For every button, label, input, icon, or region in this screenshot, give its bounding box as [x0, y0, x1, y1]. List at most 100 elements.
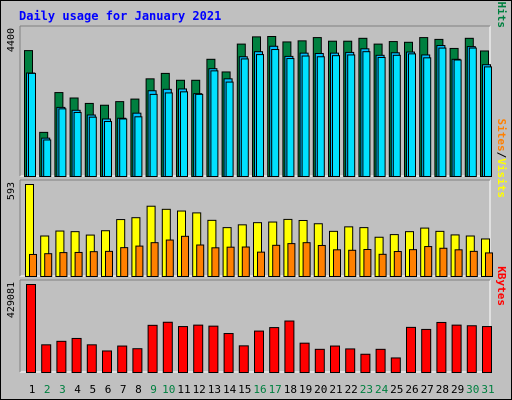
day-label: 15 [238, 383, 251, 396]
hits-max-label: 4400 [6, 28, 17, 52]
sites-bar [393, 251, 402, 278]
pages-bar [28, 72, 36, 177]
day-label: 10 [162, 383, 175, 396]
pages-bar [180, 91, 188, 177]
sites-bar [302, 242, 311, 278]
sites-bar [454, 249, 463, 277]
pages-bar [286, 58, 295, 177]
sites-bar [74, 251, 83, 278]
day-label: 8 [135, 383, 142, 396]
day-label: 23 [360, 383, 373, 396]
kbytes-bar [314, 348, 325, 374]
kbytes-bar [208, 325, 219, 374]
kbytes-bar [193, 324, 204, 373]
legend-sites: Sites [495, 119, 508, 152]
day-label: 13 [208, 383, 221, 396]
pages-bar [73, 111, 82, 177]
kbytes-bar [345, 348, 356, 373]
sites-bar [211, 247, 220, 277]
day-label: 1 [29, 383, 36, 396]
pages-bar [256, 54, 264, 178]
day-label: 17 [269, 383, 282, 396]
kbytes-bar [102, 350, 112, 374]
visits-max-label: 593 [6, 182, 17, 200]
legend-visits: Visits [495, 158, 508, 198]
sites-bar [485, 252, 493, 277]
day-label: 19 [299, 383, 312, 396]
sites-bar [257, 251, 265, 278]
day-label: 24 [375, 383, 389, 396]
kbytes-bar [360, 353, 371, 374]
day-label: 26 [405, 383, 418, 396]
kbytes-bar [375, 348, 386, 374]
sites-bar [348, 249, 357, 278]
day-label: 5 [89, 383, 96, 396]
kbytes-bar [269, 327, 280, 373]
day-label: 7 [120, 383, 127, 396]
day-label: 4 [74, 383, 81, 396]
pages-bar [484, 66, 492, 177]
pages-bar [408, 53, 416, 177]
kbytes-bar [406, 326, 416, 373]
day-label: 27 [421, 383, 434, 396]
day-label: 6 [105, 383, 112, 396]
pages-bar [58, 108, 67, 177]
pages-bar [240, 58, 249, 177]
sites-bar [226, 246, 235, 277]
kbytes-bar [41, 344, 52, 374]
sites-bar [469, 250, 478, 277]
day-label: 16 [253, 383, 266, 396]
series-legend: Sites/Visits [495, 119, 508, 199]
pages-bar [210, 70, 219, 177]
day-label: 2 [44, 383, 51, 396]
sites-bar [241, 246, 250, 277]
kbytes-max-label: 429081 [6, 282, 17, 318]
pages-bar [43, 139, 52, 178]
day-label: 28 [436, 383, 449, 396]
sites-bar [120, 247, 129, 278]
pages-bar [362, 51, 371, 177]
pages-bar [392, 54, 401, 177]
kbytes-bar [178, 326, 188, 374]
pages-bar [377, 56, 386, 177]
pages-bar [347, 54, 356, 177]
sites-bar [105, 250, 113, 277]
series-legend: Pages/Files/Hits [495, 0, 508, 28]
kbytes-bar [223, 333, 234, 373]
day-label: 20 [314, 383, 327, 396]
kbytes-bar [56, 340, 67, 373]
pages-bar [438, 47, 447, 177]
day-label: 30 [466, 383, 479, 396]
kbytes-bar [238, 345, 249, 374]
legend-kbytes: KBytes [495, 266, 508, 306]
day-label: 31 [481, 383, 494, 396]
sites-bar [272, 244, 281, 278]
legend-separator: / [495, 152, 508, 159]
pages-bar [225, 81, 234, 177]
sites-bar [135, 245, 144, 277]
sites-bar [333, 249, 341, 277]
kbytes-bar [466, 325, 477, 373]
day-label: 29 [451, 383, 464, 396]
kbytes-bar [86, 344, 97, 374]
day-label: 3 [59, 383, 66, 396]
sites-bar [196, 244, 205, 278]
sites-bar [378, 253, 387, 277]
pages-bar [423, 57, 432, 178]
series-legend: KBytes [495, 266, 508, 306]
kbytes-bar [132, 348, 143, 374]
sites-bar [89, 251, 98, 277]
kbytes-bar [26, 284, 36, 373]
kbytes-bar [390, 357, 401, 374]
day-label: 11 [177, 383, 190, 396]
pages-bar [271, 49, 280, 177]
day-label: 25 [390, 383, 403, 396]
kbytes-bar [162, 321, 173, 374]
day-label: 9 [150, 383, 157, 396]
pages-bar [104, 121, 112, 177]
kbytes-bar [117, 345, 128, 373]
day-label: 12 [193, 383, 206, 396]
sites-bar [409, 249, 417, 277]
chart-title: Daily usage for January 2021 [19, 9, 222, 23]
pages-bar [119, 118, 128, 177]
